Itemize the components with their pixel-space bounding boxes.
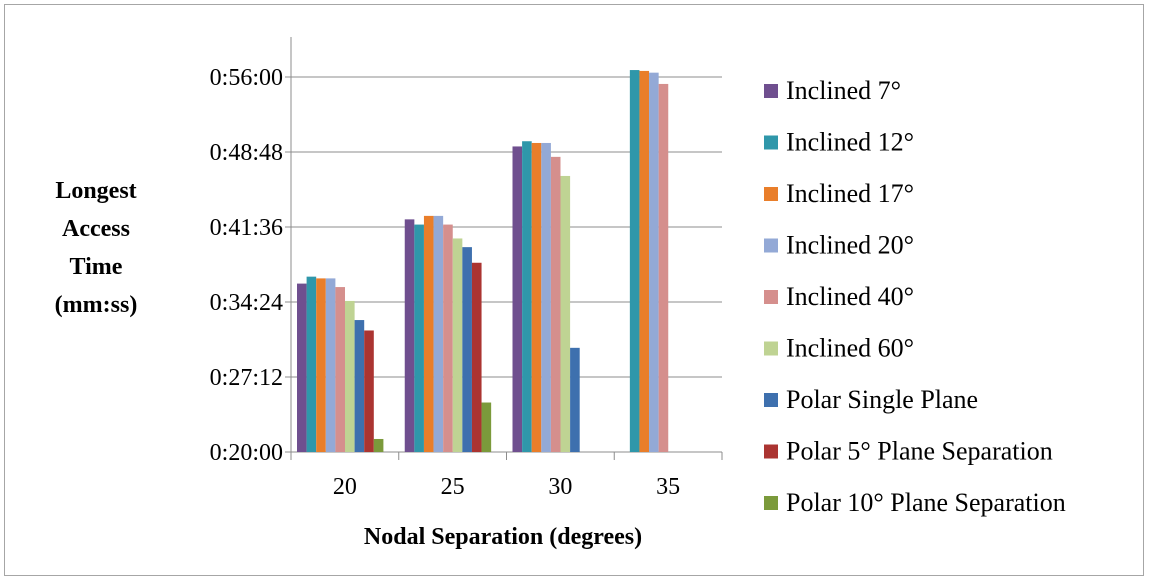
x-tick-label: 35 <box>656 474 680 500</box>
legend-swatch <box>764 341 778 356</box>
x-tick-labels: 20 25 30 35 <box>333 474 680 500</box>
y-axis-title-line: Longest <box>55 178 136 204</box>
bar <box>452 238 463 452</box>
bar <box>335 287 345 452</box>
y-tick-label: 0:41:36 <box>210 215 283 241</box>
bar <box>481 402 492 452</box>
y-tick-labels: 0:20:00 0:27:12 0:34:24 0:41:36 0:48:48 0:56:… <box>210 65 283 466</box>
bar <box>658 83 669 452</box>
y-tick-label: 0:20:00 <box>210 440 283 466</box>
legend-swatch <box>764 444 778 459</box>
bar <box>512 146 523 452</box>
y-axis-title: Longest Access Time (mm:ss) <box>55 178 138 318</box>
y-tick-label: 0:27:12 <box>210 365 283 391</box>
legend-swatch <box>764 290 778 304</box>
bar <box>297 283 307 452</box>
legend-label: Inclined 40° <box>786 282 914 311</box>
legend-swatch <box>764 135 778 150</box>
y-tick-label: 0:48:48 <box>210 140 283 166</box>
bar <box>306 276 317 452</box>
y-tick-label: 0:34:24 <box>210 290 283 316</box>
bar <box>443 224 453 452</box>
bar <box>423 215 434 452</box>
bar <box>639 70 650 452</box>
legend-swatch <box>764 496 778 510</box>
bar <box>404 219 415 452</box>
legend-swatch <box>764 393 778 407</box>
bar <box>345 300 355 452</box>
y-axis-title-line: Time <box>70 254 123 280</box>
legend-label: Inclined 17° <box>786 179 914 208</box>
legend-swatch <box>764 238 778 253</box>
bar <box>364 330 374 452</box>
y-axis-title-line: Access <box>62 216 130 242</box>
bar <box>433 215 444 452</box>
bar <box>373 438 384 452</box>
bar <box>414 224 424 452</box>
bar <box>462 247 472 452</box>
x-tick-label: 25 <box>441 474 465 500</box>
legend: Inclined 7° Inclined 12° Inclined 17° Incli… <box>764 76 1066 517</box>
legend-label: Inclined 12° <box>786 128 914 157</box>
chart-frame <box>4 4 1144 576</box>
legend-label: Inclined 20° <box>786 231 914 260</box>
bar <box>471 262 482 452</box>
bar <box>560 175 571 453</box>
bar <box>316 278 326 452</box>
legend-label: Polar 5° Plane Separation <box>786 437 1053 466</box>
bar <box>522 141 532 452</box>
legend-label: Polar Single Plane <box>786 385 978 414</box>
y-tick-label: 0:56:00 <box>210 65 283 91</box>
x-tick-label: 30 <box>548 474 572 500</box>
legend-swatch <box>764 187 778 201</box>
bar <box>629 70 640 453</box>
legend-label: Inclined 60° <box>786 334 914 363</box>
x-tick-label: 20 <box>333 474 357 500</box>
y-axis-title-line: (mm:ss) <box>55 292 138 318</box>
bar <box>325 278 336 452</box>
x-axis-title: Nodal Separation (degrees) <box>364 524 642 550</box>
legend-label: Polar 10° Plane Separation <box>786 488 1066 517</box>
legend-swatch <box>764 84 778 98</box>
bar <box>649 72 659 452</box>
bars <box>297 70 669 453</box>
bar <box>531 142 542 452</box>
legend-label: Inclined 7° <box>786 76 901 105</box>
bar <box>541 142 551 452</box>
bar <box>550 156 561 452</box>
bar <box>570 347 580 452</box>
bar <box>354 320 365 452</box>
